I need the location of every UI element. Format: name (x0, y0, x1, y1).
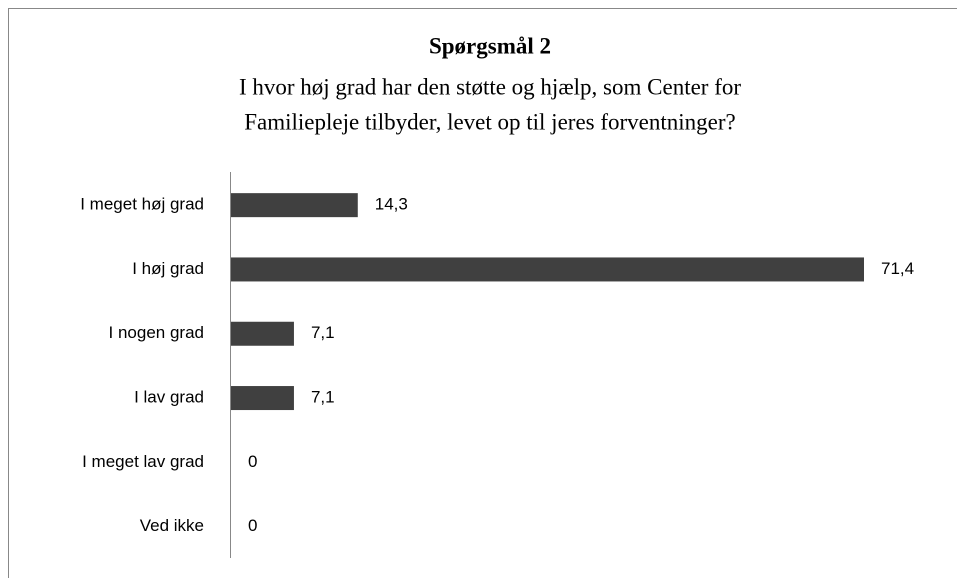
bar (231, 321, 294, 346)
chart-subtitle: I hvor høj grad har den støtte og hjælp,… (239, 74, 741, 99)
bar (231, 193, 358, 218)
bar (231, 257, 864, 282)
data-label: 71,4 (881, 259, 914, 278)
data-label: 0 (248, 452, 257, 471)
y-tick-label: I lav grad (134, 388, 204, 407)
chart-frame (8, 8, 957, 578)
chart-title: Spørgsmål 2 (429, 33, 551, 58)
data-label: 7,1 (311, 323, 335, 342)
y-tick-label: Ved ikke (140, 516, 204, 535)
bar (231, 386, 294, 411)
y-tick-label: I nogen grad (109, 323, 204, 342)
data-label: 0 (248, 516, 257, 535)
data-label: 14,3 (375, 195, 408, 214)
y-tick-label: I meget høj grad (80, 195, 204, 214)
y-tick-label: I høj grad (132, 259, 204, 278)
y-tick-label: I meget lav grad (82, 452, 204, 471)
chart-subtitle: Familiepleje tilbyder, levet op til jere… (244, 109, 736, 134)
data-label: 7,1 (311, 388, 335, 407)
